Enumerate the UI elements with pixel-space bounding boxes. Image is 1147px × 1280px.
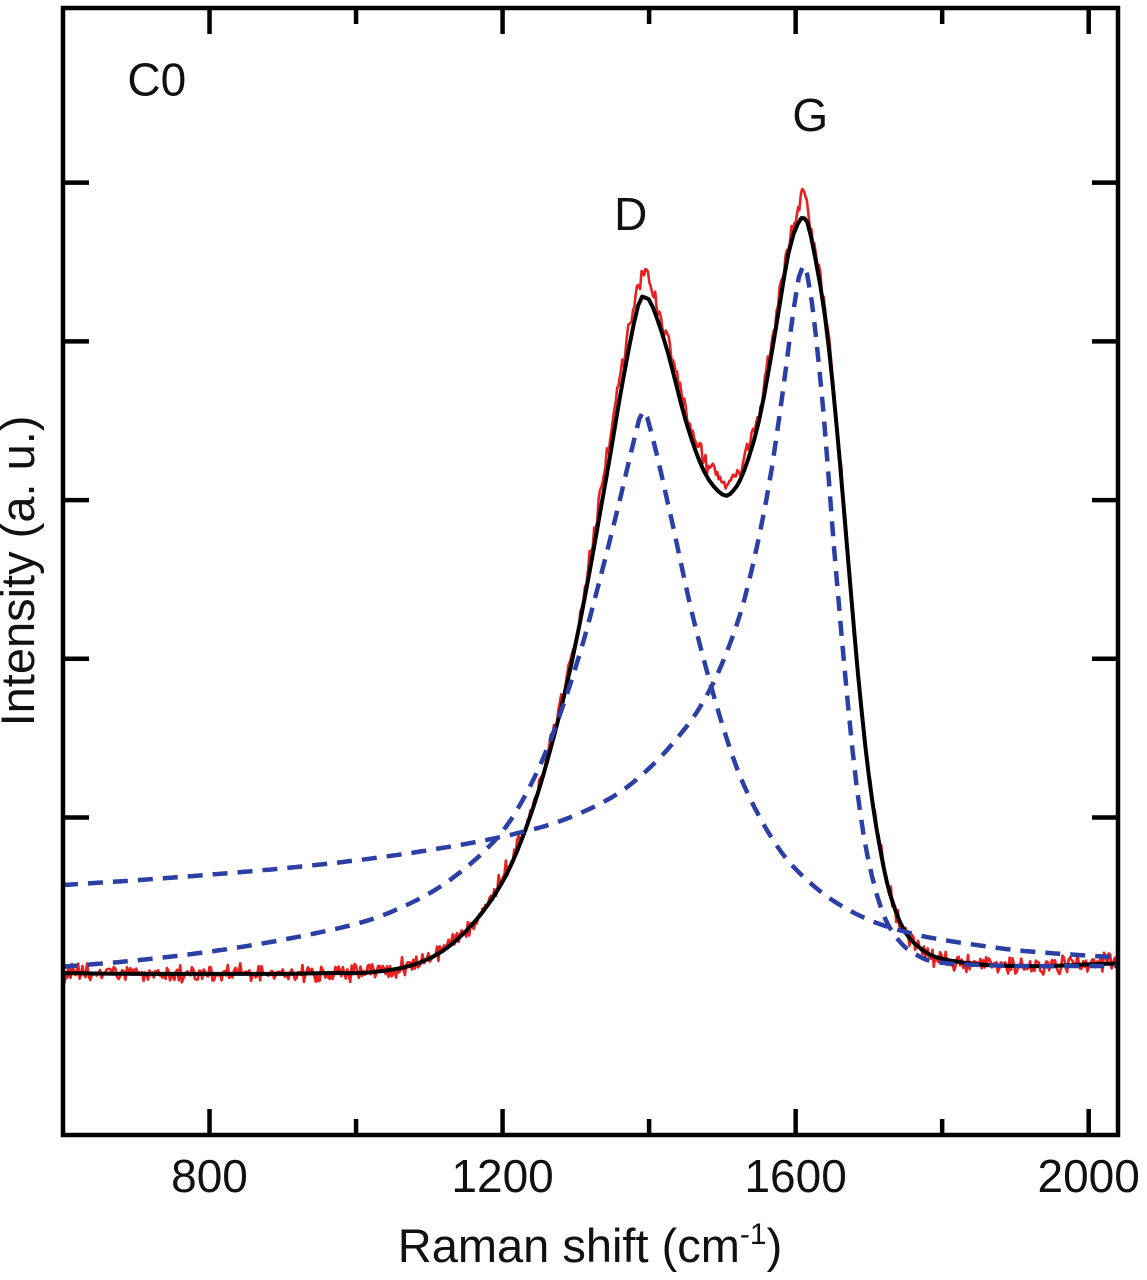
y-axis-label: Intensity (a. u.) <box>0 416 44 727</box>
measured-spectrum-curve <box>63 187 1118 984</box>
annotation-d-band-label: D <box>614 188 647 240</box>
tick-layer <box>63 8 1118 1135</box>
g-band-component-curve <box>63 263 1118 969</box>
fit-curve <box>63 216 1118 976</box>
x-tick-label: 2000 <box>1038 1150 1140 1202</box>
x-axis-label: Raman shift (cm-1) <box>398 1218 782 1272</box>
x-tick-label: 800 <box>171 1150 248 1202</box>
x-axis-label-end: ) <box>767 1219 783 1272</box>
x-tick-label: 1200 <box>451 1150 553 1202</box>
curve-layer <box>63 187 1118 984</box>
d-band-component-curve <box>63 408 1118 969</box>
x-axis-label-superscript: -1 <box>740 1218 767 1251</box>
annotation-g-band-label: G <box>792 89 828 141</box>
annotation-layer: C0 D G <box>127 53 828 240</box>
tick-label-layer: 800 1200 1600 2000 <box>171 1150 1140 1202</box>
plot-border <box>60 5 1121 1138</box>
x-axis-label-main: Raman shift (cm <box>398 1219 740 1272</box>
x-tick-label: 1600 <box>744 1150 846 1202</box>
annotation-sample-label: C0 <box>127 53 186 105</box>
